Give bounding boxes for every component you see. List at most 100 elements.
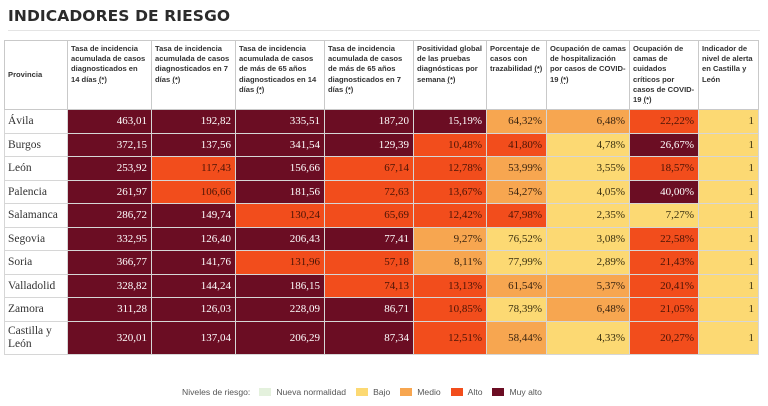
indicator-cell: 86,71 bbox=[324, 297, 414, 322]
indicator-cell: 5,37% bbox=[546, 273, 630, 298]
info-link[interactable]: (*) bbox=[172, 74, 181, 84]
info-link[interactable]: (*) bbox=[560, 74, 569, 84]
indicator-cell: 126,03 bbox=[151, 297, 236, 322]
info-link[interactable]: (*) bbox=[643, 95, 652, 105]
table-row: Palencia 261,97 106,66 181,56 72,63 13,67% 54,… bbox=[4, 179, 759, 204]
column-header-label: Tasa de incidencia acumulada de casos de… bbox=[328, 44, 403, 94]
indicator-cell: 74,13 bbox=[324, 273, 414, 298]
indicator-cell: 181,56 bbox=[235, 179, 325, 204]
table-header-row: Provincia Tasa de incidencia acumulada de… bbox=[4, 40, 759, 110]
province-name: Valladolid bbox=[4, 273, 68, 298]
table-row: León 253,92 117,43 156,66 67,14 12,78% 53,99% 3… bbox=[4, 156, 759, 181]
indicator-cell: 76,52% bbox=[486, 226, 547, 251]
indicator-cell: 320,01 bbox=[67, 320, 152, 355]
column-header-4: Tasa de incidencia acumulada de casos de… bbox=[324, 40, 414, 110]
column-header-label: Tasa de incidencia acumulada de casos di… bbox=[71, 44, 146, 84]
indicator-cell: 10,85% bbox=[413, 297, 487, 322]
indicator-cell: 12,78% bbox=[413, 156, 487, 181]
table-row: Castilla y León 320,01 137,04 206,29 87,34 12… bbox=[4, 320, 759, 355]
indicator-cell: 20,41% bbox=[629, 273, 699, 298]
indicator-cell: 372,15 bbox=[67, 132, 152, 157]
indicator-cell: 26,67% bbox=[629, 132, 699, 157]
indicator-cell: 228,09 bbox=[235, 297, 325, 322]
indicator-cell: 192,82 bbox=[151, 109, 236, 134]
table-row: Valladolid 328,82 144,24 186,15 74,13 13,13% 6… bbox=[4, 273, 759, 298]
indicator-cell: 67,14 bbox=[324, 156, 414, 181]
indicator-cell: 137,04 bbox=[151, 320, 236, 355]
legend-label: Niveles de riesgo: bbox=[182, 387, 251, 397]
table-row: Segovia 332,95 126,40 206,43 77,41 9,27% 76,52… bbox=[4, 226, 759, 251]
indicator-cell: 22,58% bbox=[629, 226, 699, 251]
info-link[interactable]: (*) bbox=[534, 64, 543, 74]
indicator-cell: 54,27% bbox=[486, 179, 547, 204]
indicator-cell: 1 bbox=[698, 297, 759, 322]
indicator-cell: 47,98% bbox=[486, 203, 547, 228]
legend-item-label: Nueva normalidad bbox=[276, 387, 347, 397]
province-name: Castilla y León bbox=[4, 320, 68, 355]
indicator-cell: 87,34 bbox=[324, 320, 414, 355]
indicator-cell: 10,48% bbox=[413, 132, 487, 157]
indicator-cell: 117,43 bbox=[151, 156, 236, 181]
indicator-cell: 15,19% bbox=[413, 109, 487, 134]
indicator-cell: 1 bbox=[698, 109, 759, 134]
indicator-cell: 6,48% bbox=[546, 297, 630, 322]
indicator-cell: 186,15 bbox=[235, 273, 325, 298]
indicator-cell: 1 bbox=[698, 226, 759, 251]
province-name: León bbox=[4, 156, 68, 181]
table-row: Soria 366,77 141,76 131,96 57,18 8,11% 77,99% 2… bbox=[4, 250, 759, 275]
info-link[interactable]: (*) bbox=[98, 74, 107, 84]
indicator-cell: 206,43 bbox=[235, 226, 325, 251]
info-link[interactable]: (*) bbox=[345, 84, 354, 94]
info-link[interactable]: (*) bbox=[447, 74, 456, 84]
column-header-label: Provincia bbox=[8, 70, 43, 80]
indicator-cell: 106,66 bbox=[151, 179, 236, 204]
legend-swatch bbox=[450, 388, 463, 396]
indicator-cell: 21,43% bbox=[629, 250, 699, 275]
indicator-cell: 21,05% bbox=[629, 297, 699, 322]
legend-swatch bbox=[492, 388, 505, 396]
legend-swatch bbox=[356, 388, 369, 396]
province-name: Zamora bbox=[4, 297, 68, 322]
indicator-cell: 149,74 bbox=[151, 203, 236, 228]
indicator-cell: 366,77 bbox=[67, 250, 152, 275]
page-title: INDICADORES DE RIESGO bbox=[8, 7, 231, 25]
indicator-cell: 286,72 bbox=[67, 203, 152, 228]
indicator-cell: 130,24 bbox=[235, 203, 325, 228]
indicator-cell: 65,69 bbox=[324, 203, 414, 228]
indicator-cell: 131,96 bbox=[235, 250, 325, 275]
risk-indicators-table: Provincia Tasa de incidencia acumulada de… bbox=[4, 40, 759, 355]
indicator-cell: 332,95 bbox=[67, 226, 152, 251]
column-header-label: Positividad global de las pruebas diagnó… bbox=[417, 44, 482, 84]
column-header-0: Provincia bbox=[4, 40, 68, 110]
indicator-cell: 1 bbox=[698, 250, 759, 275]
indicator-cell: 22,22% bbox=[629, 109, 699, 134]
indicator-cell: 126,40 bbox=[151, 226, 236, 251]
indicator-cell: 1 bbox=[698, 132, 759, 157]
indicator-cell: 13,67% bbox=[413, 179, 487, 204]
indicator-cell: 72,63 bbox=[324, 179, 414, 204]
column-header-label: Ocupación de camas de cuidados críticos … bbox=[633, 44, 695, 105]
indicator-cell: 6,48% bbox=[546, 109, 630, 134]
legend-item-nueva: Nueva normalidad bbox=[259, 387, 346, 397]
indicator-cell: 1 bbox=[698, 179, 759, 204]
indicator-cell: 1 bbox=[698, 273, 759, 298]
column-header-label: Ocupación de camas de hospitalización po… bbox=[550, 44, 626, 84]
indicator-cell: 18,57% bbox=[629, 156, 699, 181]
table-row: Zamora 311,28 126,03 228,09 86,71 10,85% 78,39… bbox=[4, 297, 759, 322]
indicator-cell: 1 bbox=[698, 320, 759, 355]
indicator-cell: 40,00% bbox=[629, 179, 699, 204]
province-name: Soria bbox=[4, 250, 68, 275]
indicator-cell: 328,82 bbox=[67, 273, 152, 298]
indicator-cell: 4,05% bbox=[546, 179, 630, 204]
indicator-cell: 335,51 bbox=[235, 109, 325, 134]
column-header-8: Ocupación de camas de cuidados críticos … bbox=[629, 40, 699, 110]
legend-item-bajo: Bajo bbox=[356, 387, 390, 397]
info-link[interactable]: (*) bbox=[256, 84, 265, 94]
indicator-cell: 1 bbox=[698, 203, 759, 228]
risk-legend: Niveles de riesgo: Nueva normalidad Bajo M… bbox=[182, 385, 552, 399]
table-row: Ávila 463,01 192,82 335,51 187,20 15,19% 64,32… bbox=[4, 109, 759, 134]
indicator-cell: 206,29 bbox=[235, 320, 325, 355]
column-header-5: Positividad global de las pruebas diagnó… bbox=[413, 40, 487, 110]
indicator-cell: 77,99% bbox=[486, 250, 547, 275]
indicator-cell: 12,51% bbox=[413, 320, 487, 355]
